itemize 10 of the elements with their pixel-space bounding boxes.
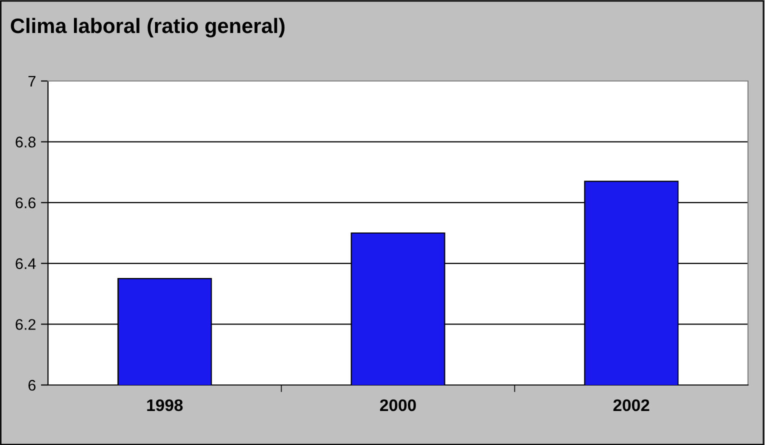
y-tick-label: 6.4 — [16, 258, 36, 270]
y-tick-label: 6.8 — [16, 136, 36, 148]
y-tick-label: 7 — [28, 76, 36, 87]
x-tick-label: 2002 — [613, 399, 650, 412]
x-tick-label: 2000 — [380, 399, 416, 412]
y-tick-label: 6.2 — [16, 319, 36, 330]
x-tick-label: 1998 — [147, 399, 183, 412]
chart-title: Clima laboral (ratio general) — [10, 18, 284, 38]
y-tick-label: 6 — [28, 380, 36, 391]
y-tick-label: 6.6 — [16, 197, 36, 208]
